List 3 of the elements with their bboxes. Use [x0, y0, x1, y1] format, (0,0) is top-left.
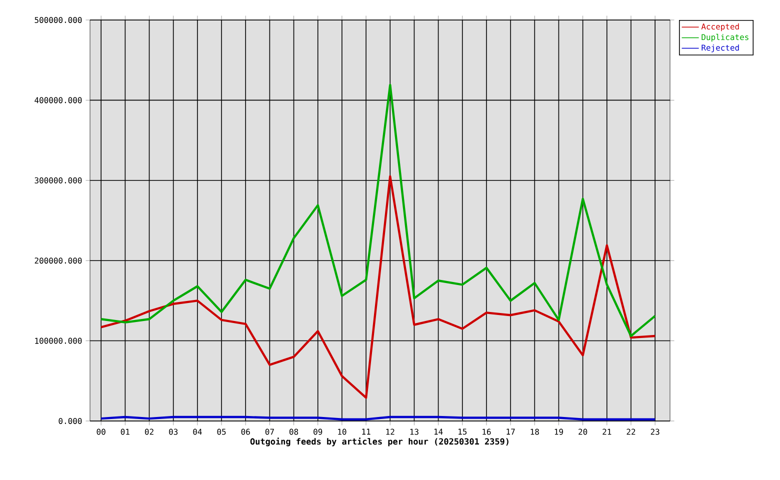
line-series	[100, 175, 656, 399]
x-axis-title: Outgoing feeds by articles per hour (20250301 2359)	[250, 438, 508, 446]
line-series	[100, 84, 656, 338]
